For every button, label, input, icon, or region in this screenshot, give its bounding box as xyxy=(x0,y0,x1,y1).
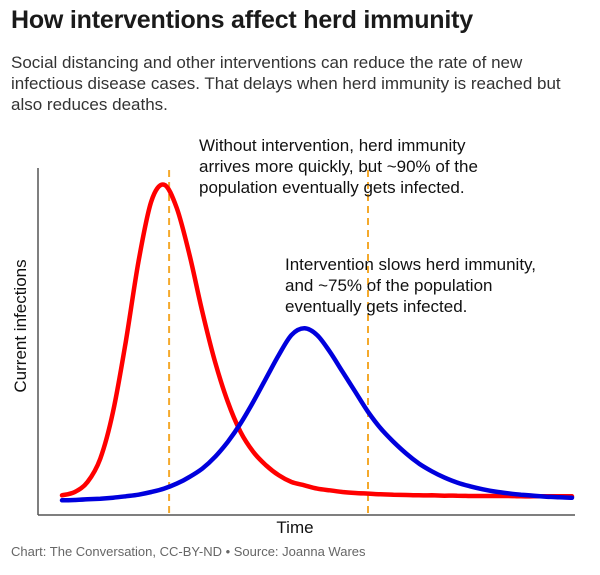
annotation-no-intervention: Without intervention, herd immunity arri… xyxy=(199,136,483,197)
annotation-intervention: Intervention slows herd immunity, and ~7… xyxy=(285,255,541,316)
series-line-no-intervention xyxy=(59,182,575,499)
chart-source: Chart: The Conversation, CC-BY-ND • Sour… xyxy=(11,544,366,559)
series-line-intervention xyxy=(59,326,575,503)
chart-subtitle: Social distancing and other intervention… xyxy=(11,53,561,114)
chart-title: How interventions affect herd immunity xyxy=(11,6,473,34)
y-axis-label: Current infections xyxy=(11,259,30,392)
x-axis-label: Time xyxy=(276,518,313,537)
